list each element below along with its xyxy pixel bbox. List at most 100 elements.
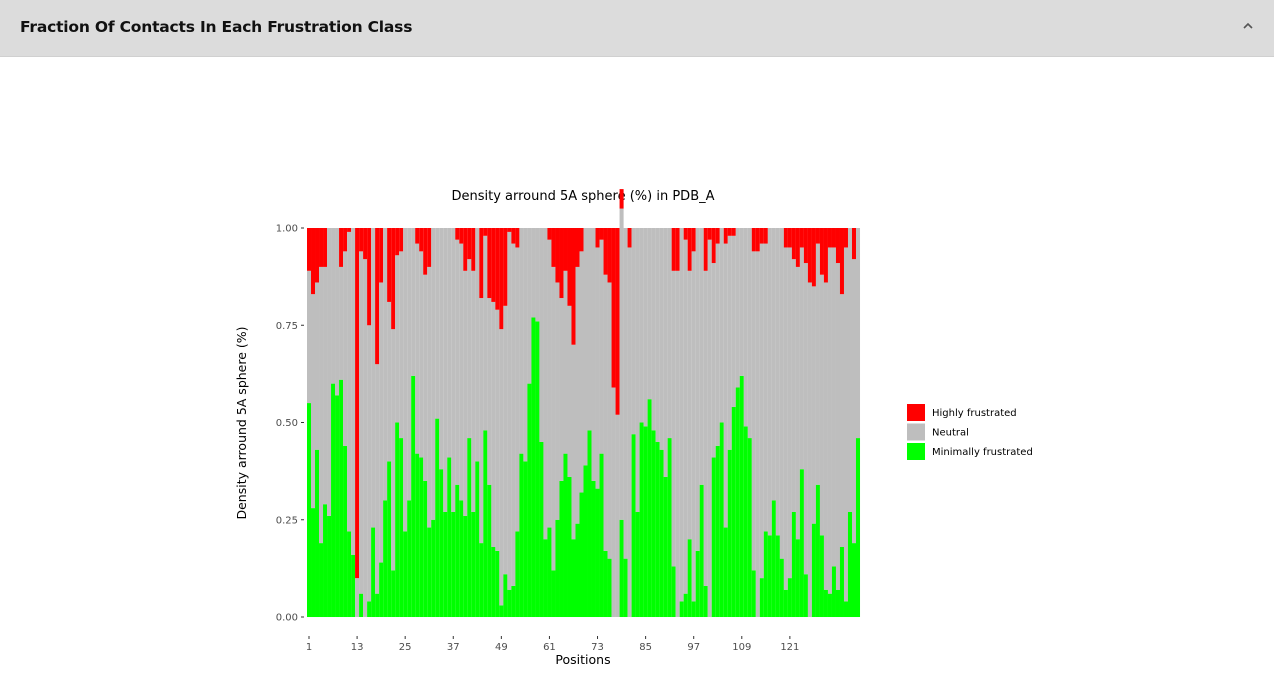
bar-segment-highly-frustrated (483, 228, 488, 236)
bar-segment-highly-frustrated (803, 228, 808, 264)
bar-segment-neutral (371, 228, 376, 528)
bar-segment-neutral (691, 251, 696, 602)
bar-segment-neutral (363, 259, 368, 618)
legend-label: Neutral (932, 428, 969, 439)
bar-segment-neutral (587, 228, 592, 431)
bar-segment-minimally-frustrated (603, 550, 608, 618)
bar-segment-minimally-frustrated (779, 558, 784, 618)
bar-segment-neutral (659, 228, 664, 450)
bar-segment-neutral (327, 228, 332, 516)
bar-segment-minimally-frustrated (443, 511, 448, 618)
bar-segment-neutral (335, 228, 340, 396)
bar-segment-neutral (799, 247, 804, 470)
bar-segment-highly-frustrated (315, 228, 320, 283)
bar-segment-neutral (643, 228, 648, 427)
bar-segment-highly-frustrated (503, 228, 508, 306)
bar-segment-neutral (323, 266, 328, 505)
bar-segment-minimally-frustrated (491, 546, 496, 618)
bar-segment-minimally-frustrated (823, 589, 828, 618)
legend-label: Minimally frustrated (932, 447, 1033, 458)
bar-segment-minimally-frustrated (623, 558, 628, 618)
bar-segment-neutral (591, 228, 596, 481)
bar-segment-minimally-frustrated (379, 562, 384, 618)
bar-segment-neutral (531, 228, 536, 318)
bar-segment-minimally-frustrated (835, 589, 840, 618)
bar-segment-minimally-frustrated (547, 527, 552, 618)
bar-segment-highly-frustrated (579, 228, 584, 252)
bar-segment-neutral (347, 231, 352, 532)
bar-segment-minimally-frustrated (339, 379, 344, 618)
bar-segment-highly-frustrated (671, 228, 676, 271)
bar-segment-neutral (831, 247, 836, 567)
bar-segment-neutral (615, 414, 620, 618)
bar-segment-highly-frustrated (359, 228, 364, 252)
bar-segment-highly-frustrated (759, 228, 764, 244)
bar-segment-minimally-frustrated (703, 585, 708, 618)
bar-segment-neutral (543, 228, 548, 540)
bar-segment-neutral (479, 298, 484, 544)
bar-segment-neutral (359, 251, 364, 594)
bar-segment-minimally-frustrated (711, 457, 716, 618)
bar-segment-minimally-frustrated (431, 519, 436, 618)
y-tick-label: 1.00 (276, 224, 298, 235)
bar-segment-highly-frustrated (831, 228, 836, 248)
bar-segment-highly-frustrated (563, 228, 568, 271)
bar-segment-minimally-frustrated (663, 476, 668, 618)
bar-segment-highly-frustrated (395, 228, 400, 256)
bar-segment-minimally-frustrated (407, 500, 412, 618)
bar-segment-highly-frustrated (463, 228, 468, 271)
x-tick-label: 1 (306, 642, 312, 653)
bar-segment-neutral (683, 239, 688, 594)
x-tick-label: 25 (399, 642, 412, 653)
bar-segment-minimally-frustrated (503, 574, 508, 618)
bar-segment-minimally-frustrated (343, 445, 348, 618)
bar-segment-highly-frustrated (791, 228, 796, 260)
bar-segment-highly-frustrated (311, 228, 316, 295)
bar-segment-highly-frustrated (595, 228, 600, 248)
bar-segment-highly-frustrated (807, 228, 812, 283)
bar-segment-highly-frustrated (511, 228, 516, 244)
bar-segment-minimally-frustrated (831, 566, 836, 618)
bar-segment-neutral (451, 228, 456, 512)
bar-segment-highly-frustrated (387, 228, 392, 302)
bar-segment-highly-frustrated (307, 228, 312, 271)
bar-segment-minimally-frustrated (583, 465, 588, 618)
x-tick-label: 121 (780, 642, 799, 653)
bar-segment-neutral (787, 247, 792, 579)
bar-segment-highly-frustrated (799, 228, 804, 248)
bar-segment-minimally-frustrated (319, 543, 324, 618)
bar-segment-minimally-frustrated (395, 422, 400, 618)
bar-segment-highly-frustrated (727, 228, 732, 236)
bar-segment-neutral (355, 578, 360, 618)
bar-segment-minimally-frustrated (567, 476, 572, 618)
bar-segment-minimally-frustrated (591, 480, 596, 618)
bar-segment-highly-frustrated (551, 228, 556, 267)
bar-segment-minimally-frustrated (747, 438, 752, 618)
bar-segment-minimally-frustrated (667, 438, 672, 618)
bar-segment-minimally-frustrated (847, 511, 853, 618)
bar-segment-neutral (631, 228, 636, 435)
bar-segment-minimally-frustrated (635, 511, 640, 618)
collapse-button[interactable] (1236, 14, 1260, 38)
bar-segment-minimally-frustrated (411, 375, 416, 618)
legend-swatch (907, 404, 925, 421)
bar-segment-highly-frustrated (615, 228, 620, 415)
bar-segment-highly-frustrated (675, 228, 680, 271)
bar-segment-highly-frustrated (827, 228, 832, 248)
bar-segment-minimally-frustrated (311, 508, 316, 618)
bar-segment-minimally-frustrated (811, 523, 816, 618)
bar-segment-neutral (607, 282, 612, 559)
bar-segment-neutral (819, 274, 824, 536)
bar-segment-minimally-frustrated (855, 438, 861, 618)
bar-segment-highly-frustrated (379, 228, 384, 283)
bar-segment-neutral (711, 263, 716, 458)
bar-segment-minimally-frustrated (599, 453, 604, 618)
bar-segment-neutral (523, 228, 528, 462)
bar-segment-minimally-frustrated (651, 430, 656, 618)
bar-segment-neutral (551, 266, 556, 571)
bar-segment-highly-frustrated (555, 228, 560, 283)
bar-segment-minimally-frustrated (771, 500, 776, 618)
bar-segment-neutral (423, 274, 428, 481)
bar-segment-neutral (635, 228, 640, 512)
